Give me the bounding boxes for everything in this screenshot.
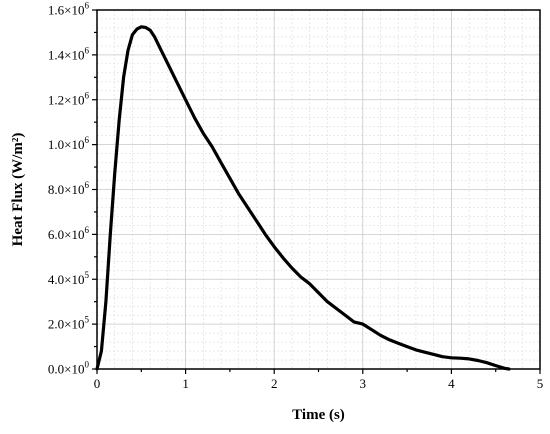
y-tick-label: 1.6×106 — [48, 1, 90, 18]
y-tick-label: 2.0×105 — [48, 315, 90, 332]
y-axis-title: Heat Flux (W/m²) — [10, 133, 26, 247]
x-tick-label: 1 — [182, 376, 189, 391]
axis-ticks — [92, 9, 541, 374]
x-tick-label: 3 — [360, 376, 367, 391]
y-tick-labels: 0.0×100 2.0×105 4.0×105 6.0×106 8.0×106 1.0×1… — [48, 1, 90, 377]
x-tick-label: 5 — [537, 376, 544, 391]
y-tick-label: 1.2×106 — [48, 90, 90, 107]
x-axis-title: Time (s) — [292, 407, 345, 423]
x-tick-label: 0 — [94, 376, 101, 391]
y-tick-label: 4.0×105 — [48, 270, 90, 287]
x-tick-label: 2 — [271, 376, 278, 391]
x-tick-labels: 0 1 2 3 4 5 — [94, 376, 544, 391]
minor-grid — [97, 10, 540, 369]
y-tick-label: 8.0×106 — [48, 180, 90, 197]
x-tick-label: 4 — [448, 376, 455, 391]
y-tick-label: 1.4×106 — [48, 45, 90, 62]
heat-flux-series-line — [95, 25, 511, 371]
y-tick-label: 6.0×106 — [48, 225, 90, 242]
y-tick-label: 1.0×106 — [48, 135, 90, 152]
y-tick-label: 0.0×100 — [48, 360, 90, 377]
